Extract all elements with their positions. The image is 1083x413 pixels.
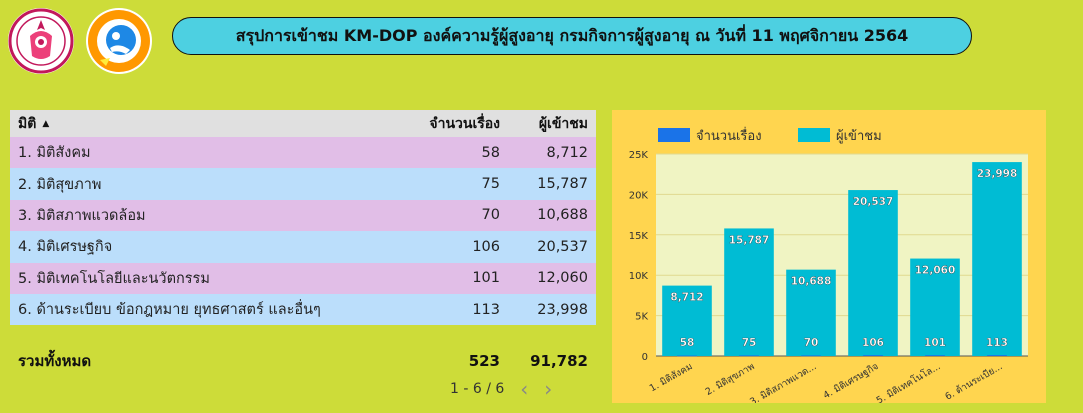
bar-views — [848, 190, 898, 356]
x-tick-label: 5. มิติเทคโนโล... — [874, 360, 942, 403]
x-tick-label: 6. ด้านระเบีย... — [943, 360, 1005, 402]
table-row: 1. มิติสังคม 58 8,712 — [10, 137, 596, 169]
legend-label-count: จำนวนเรื่อง — [696, 127, 762, 144]
y-tick-label: 25K — [629, 150, 649, 161]
cell-count: 70 — [481, 207, 500, 224]
x-tick-label: 3. มิติสภาพแวด... — [748, 361, 818, 403]
table-row: 3. มิติสภาพแวดล้อม 70 10,688 — [10, 199, 596, 232]
legend-swatch-count — [658, 128, 690, 142]
bar-views — [662, 285, 712, 356]
cell-count: 58 — [481, 144, 500, 161]
x-tick-label: 2. มิติสุขภาพ — [704, 361, 757, 398]
table-header: มิติ ▲ จำนวนเรื่อง ผู้เข้าชม — [10, 110, 596, 137]
y-tick-label: 15K — [629, 231, 649, 242]
column-header-views[interactable]: ผู้เข้าชม — [538, 115, 588, 132]
pagination: 1 - 6 / 6 ‹ › — [450, 376, 552, 402]
cell-views: 23,998 — [537, 301, 588, 318]
y-tick-label: 5K — [635, 312, 648, 323]
plot-area — [656, 154, 1028, 356]
column-header-dimension-label: มิติ — [18, 115, 37, 132]
bar-views-label: 8,712 — [670, 292, 703, 304]
table-row: 2. มิติสุขภาพ 75 15,787 — [10, 168, 596, 200]
x-tick-label: 4. มิติเศรษฐกิจ — [822, 361, 881, 401]
chevron-right-icon[interactable]: › — [544, 377, 553, 401]
legend-swatch-views — [798, 128, 830, 142]
sort-ascending-icon: ▲ — [42, 118, 50, 129]
bar-count-label: 58 — [680, 337, 695, 349]
bar-views — [910, 258, 960, 356]
cell-count: 113 — [472, 301, 500, 318]
bar-count — [863, 355, 883, 356]
bar-count — [677, 355, 697, 357]
total-row: รวมทั้งหมด 523 91,782 — [10, 348, 596, 374]
cell-views: 8,712 — [546, 144, 588, 161]
bar-chart-panel: จำนวนเรื่อง ผู้เข้าชม 0 5K 10K 15K 20K 25K 8,712… — [612, 110, 1046, 408]
elderly-department-icon — [88, 10, 150, 72]
cell-dimension: 6. ด้านระเบียบ ข้อกฎหมาย ยุทธศาสตร์ และอ… — [18, 302, 321, 319]
y-tick-label: 0 — [642, 352, 648, 363]
elderly-department-logo — [86, 8, 152, 74]
bar-views-label: 12,060 — [915, 265, 956, 277]
total-views: 91,782 — [530, 352, 588, 370]
table-row: 4. มิติเศรษฐกิจ 106 20,537 — [10, 231, 596, 263]
bar-count — [739, 355, 759, 357]
bar-count — [801, 355, 821, 357]
column-header-dimension[interactable]: มิติ ▲ — [10, 113, 408, 135]
cell-dimension: 4. มิติเศรษฐกิจ — [18, 239, 113, 256]
bar-chart: จำนวนเรื่อง ผู้เข้าชม 0 5K 10K 15K 20K 25K 8,712… — [629, 127, 1028, 408]
summary-table: มิติ ▲ จำนวนเรื่อง ผู้เข้าชม 1. มิติสังคม… — [10, 110, 596, 326]
y-tick-label: 20K — [629, 190, 649, 201]
bar-count-label: 101 — [924, 337, 946, 349]
cell-dimension: 5. มิติเทคโนโลยีและนวัตกรรม — [18, 270, 210, 287]
table-row: 6. ด้านระเบียบ ข้อกฎหมาย ยุทธศาสตร์ และอ… — [10, 293, 596, 326]
total-label: รวมทั้งหมด — [18, 352, 92, 370]
pagination-range: 1 - 6 / 6 — [450, 381, 505, 397]
cell-count: 101 — [472, 270, 500, 287]
chevron-left-icon[interactable]: ‹ — [520, 377, 529, 401]
page-title: สรุปการเข้าชม KM-DOP องค์ความรู้ผู้สูงอา… — [172, 17, 972, 55]
cell-views: 12,060 — [537, 270, 588, 287]
bar-views-label: 20,537 — [853, 196, 894, 208]
bar-count-label: 75 — [742, 337, 757, 349]
bar-views — [972, 162, 1022, 356]
cell-views: 10,688 — [537, 207, 588, 224]
bar-count — [925, 355, 945, 356]
cell-dimension: 3. มิติสภาพแวดล้อม — [18, 207, 146, 224]
y-tick-label: 10K — [629, 271, 649, 282]
total-count: 523 — [468, 352, 500, 370]
x-tick-label: 1. มิติสังคม — [648, 361, 695, 394]
bar-views-label: 10,688 — [791, 276, 832, 288]
table-row: 5. มิติเทคโนโลยีและนวัตกรรม 101 12,060 — [10, 262, 596, 294]
bar-views-label: 15,787 — [729, 234, 770, 246]
cell-dimension: 1. มิติสังคม — [18, 145, 91, 162]
bar-count — [987, 355, 1007, 356]
column-header-count[interactable]: จำนวนเรื่อง — [429, 115, 500, 132]
government-seal-icon — [8, 8, 74, 74]
bar-views — [724, 228, 774, 356]
bar-views — [786, 269, 836, 356]
cell-count: 75 — [481, 176, 500, 193]
government-seal-logo — [8, 8, 74, 74]
bar-count-label: 113 — [986, 337, 1008, 349]
bar-count-label: 106 — [862, 337, 884, 349]
cell-dimension: 2. มิติสุขภาพ — [18, 176, 102, 193]
bar-views-label: 23,998 — [977, 168, 1018, 180]
legend-label-views: ผู้เข้าชม — [836, 129, 882, 144]
cell-views: 20,537 — [537, 238, 588, 255]
cell-views: 15,787 — [537, 176, 588, 193]
bar-count-label: 70 — [804, 337, 819, 349]
cell-count: 106 — [472, 238, 500, 255]
